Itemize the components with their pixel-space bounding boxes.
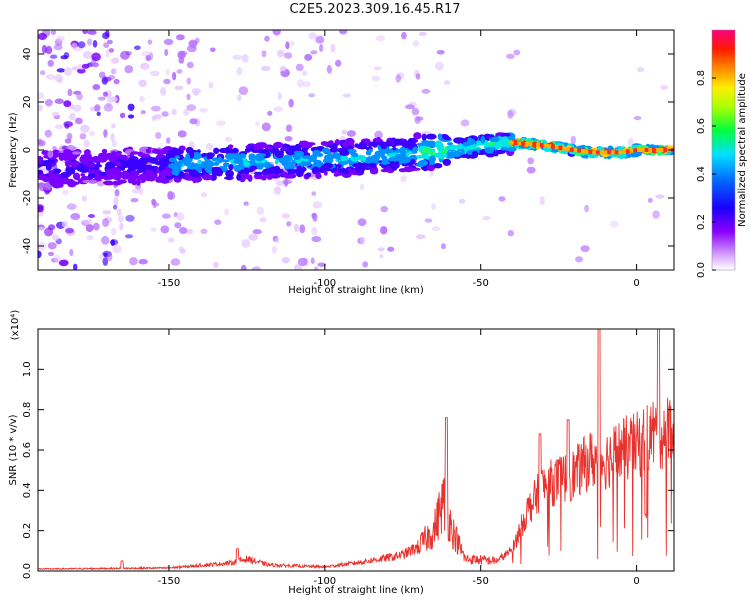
spectrogram-ridge-core [577, 148, 582, 153]
spectrogram-ridge-core [610, 150, 615, 155]
spectrogram-ridge-core [644, 148, 649, 152]
colorbar-label: Normalized spectral amplitude [737, 73, 748, 227]
spectrogram-y-tick-label: -40 [22, 238, 33, 254]
spectrogram-ridge-core [584, 149, 589, 154]
spectrogram-ridge-core [554, 145, 559, 150]
spectrogram-ridge-core [573, 148, 578, 153]
spectrogram-ridge-core [648, 148, 653, 152]
spectrogram-ridge-core [513, 141, 518, 146]
snr-y-tick-label: 1.0 [22, 361, 33, 377]
spectrogram-ridge-core [633, 148, 638, 153]
snr-y-tick-label: 0.6 [22, 442, 33, 458]
spectrogram-ridge-core [629, 148, 634, 153]
snr-y-tick-label: 0.4 [22, 482, 33, 498]
colorbar: 0.0 0.2 0.4 0.6 0.8 Normalized spectral ampl… [696, 29, 748, 278]
colorbar-tick-label: 0.8 [696, 70, 707, 86]
snr-x-tick-label: 0 [633, 576, 639, 587]
snr-y-label: SNR (10 * v/v) [8, 414, 19, 485]
spectrogram-ridge-core [569, 147, 574, 152]
colorbar-tick-label: 0.6 [696, 118, 707, 134]
snr-x-tick-label: -100 [313, 576, 336, 587]
spectrogram-x-tick-label: -100 [313, 278, 336, 289]
colorbar-ticks: 0.0 0.2 0.4 0.6 0.8 [696, 70, 716, 278]
spectrogram-ridge-core [607, 150, 612, 155]
spectrogram-ridge-core [637, 148, 642, 152]
page-title: C2E5.2023.309.16.45.R17 [289, 2, 461, 17]
spectrogram-ridge-core [551, 144, 555, 149]
spectrogram-ridge-core [532, 142, 537, 147]
spectrogram-ridge-core [640, 148, 645, 152]
colorbar-tick-label: 0.2 [696, 214, 707, 230]
spectrogram-ridge-core [622, 149, 627, 154]
snr-plot-area [38, 329, 674, 571]
spectrogram-ridge-core [536, 142, 541, 147]
spectrogram-ridge-core [588, 150, 593, 155]
spectrogram-ridge-core [592, 150, 597, 155]
spectrogram-ridge-core [595, 150, 600, 155]
snr-x-label: Height of straight line (km) [288, 585, 424, 596]
spectrogram-y-tick-label: 0 [22, 147, 33, 153]
spectrogram-ticks: -150 -100 -50 0 -40 -20 0 20 40 [22, 30, 674, 289]
spectrogram-ridge-core [562, 146, 567, 151]
snr-ticks: -150 -100 -50 0 0.0 0.2 0.4 0.6 0.8 1.0 [22, 329, 674, 587]
spectrogram-ridge-core [543, 143, 548, 148]
snr-data [38, 329, 674, 571]
spectrogram-ridge-core [652, 148, 656, 152]
snr-multiplier: (x10⁴) [10, 310, 21, 341]
snr-x-tick-label: -150 [158, 576, 181, 587]
spectrogram-ridge-core [517, 141, 522, 146]
spectrogram-x-tick-label: -50 [473, 278, 489, 289]
spectrogram-data [38, 30, 674, 270]
snr-y-tick-label: 0.0 [22, 563, 33, 579]
spectrogram-ridge-core [599, 150, 604, 155]
spectrogram-ridge-core [539, 143, 544, 148]
spectrogram-ridge-core [528, 142, 533, 147]
colorbar-gradient [711, 29, 736, 271]
spectrogram-ridge-core [521, 141, 526, 146]
snr-y-tick-label: 0.2 [22, 523, 33, 539]
colorbar-tick-label: 0.0 [696, 262, 707, 278]
spectrogram-y-tick-label: 40 [22, 48, 33, 61]
spectrogram-ridge-core [614, 150, 619, 155]
spectrogram-ridge-core [581, 149, 585, 154]
spectrogram-ridge-core [547, 144, 552, 149]
spectrogram-ridge-core [618, 150, 623, 155]
snr-panel: -150 -100 -50 0 0.0 0.2 0.4 0.6 0.8 1.0 Height of… [8, 310, 675, 596]
snr-y-tick-label: 0.8 [22, 402, 33, 418]
spectrogram-x-label: Height of straight line (km) [288, 285, 424, 296]
colorbar-tick-label: 0.4 [696, 166, 707, 182]
spectrogram-ridge-core [509, 140, 514, 145]
spectrogram-ridge-core [659, 148, 664, 152]
spectrogram-y-tick-label: -20 [22, 190, 33, 206]
spectrogram-x-tick-label: 0 [633, 278, 639, 289]
spectrogram-ridge-core [655, 148, 660, 152]
spectrogram-ridge-core [625, 149, 630, 154]
spectrogram-ridge-core [558, 145, 563, 150]
spectrogram-ridge-core [603, 150, 608, 155]
spectrogram-x-tick-label: -150 [158, 278, 181, 289]
spectrogram-ridge-core [663, 148, 668, 152]
snr-series-line [38, 329, 674, 571]
spectrogram-ridge-core [566, 147, 570, 151]
spectrogram-panel: -150 -100 -50 0 -40 -20 0 20 40 Height of straig… [8, 29, 675, 296]
snr-x-tick-label: -50 [473, 576, 489, 587]
spectrogram-y-tick-label: 20 [22, 96, 33, 109]
spectrogram-ridge-core [524, 142, 529, 146]
spectrogram-y-label: Frequency (Hz) [8, 112, 19, 188]
